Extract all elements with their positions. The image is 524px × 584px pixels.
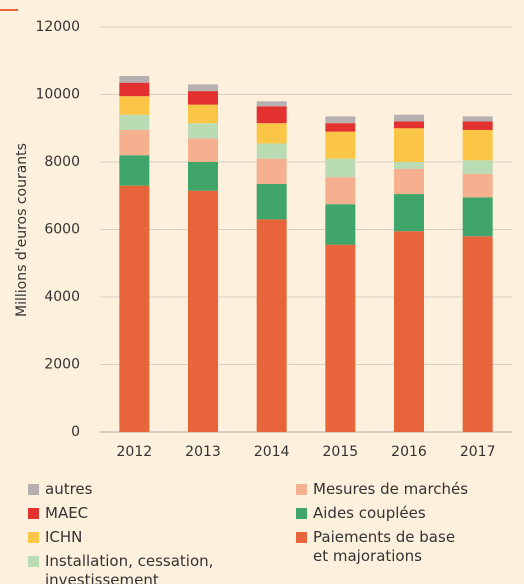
bar-segment: [256, 101, 287, 107]
bar-segment: [462, 236, 493, 432]
legend-label: ICHN: [45, 528, 83, 546]
legend-swatch: [28, 484, 39, 495]
legend-swatch: [296, 532, 307, 543]
bar-segment: [325, 204, 356, 245]
bar-segment: [462, 121, 493, 130]
bar-segment: [188, 91, 218, 105]
legend-swatch: [28, 508, 39, 519]
y-tick-label: 10000: [35, 87, 80, 103]
legend-label: Mesures de marchés: [313, 480, 469, 498]
bar-segment: [188, 104, 218, 124]
legend-swatch: [28, 532, 39, 543]
x-tick-label: 2017: [460, 444, 496, 460]
x-tick-label: 2015: [323, 444, 359, 460]
legend-item: Mesures de marchés: [296, 480, 513, 499]
bar-segment: [119, 114, 150, 130]
legend-label: Paiements de base et majorations: [313, 528, 456, 565]
bar-segment: [394, 114, 424, 122]
bar-segment: [119, 129, 150, 156]
bar-segment: [119, 96, 150, 115]
bar-segment: [325, 158, 356, 178]
legend-label: Installation, cessation, investissement: [45, 552, 214, 584]
y-tick-label: 8000: [44, 154, 80, 170]
bar-segment: [188, 84, 218, 92]
bar-segment: [256, 183, 287, 220]
legend-item: Aides couplées: [296, 504, 513, 523]
bar-segment: [394, 121, 424, 129]
bar-segment: [325, 177, 356, 205]
y-tick-label: 0: [71, 424, 80, 440]
bar-segment: [188, 123, 218, 139]
bar-segment: [394, 194, 424, 232]
bar-segment: [325, 131, 356, 159]
bar-segment: [119, 82, 150, 97]
y-tick-label: 2000: [44, 357, 80, 373]
legend-swatch: [296, 508, 307, 519]
x-tick-label: 2014: [254, 444, 290, 460]
legend-swatch: [28, 556, 39, 567]
bar-segment: [256, 106, 287, 124]
legend-swatch: [296, 484, 307, 495]
legend-item: Installation, cessation, investissement: [28, 552, 235, 584]
bar-segment: [325, 116, 356, 124]
y-tick-label: 6000: [44, 222, 80, 238]
bar-segment: [188, 162, 218, 191]
bar-segment: [394, 128, 424, 162]
y-tick-label: 4000: [44, 289, 80, 305]
bar-segment: [462, 116, 493, 122]
legend-item: MAEC: [28, 504, 245, 523]
x-tick-label: 2016: [391, 444, 427, 460]
y-axis-label: Millions d'euros courants: [14, 143, 30, 317]
legend-label: Aides couplées: [313, 504, 426, 522]
bar-segment: [462, 129, 493, 161]
bar-segment: [119, 75, 150, 83]
bar-segment: [325, 123, 356, 132]
bar-segment: [188, 138, 218, 162]
bar-segment: [462, 173, 493, 198]
x-tick-label: 2012: [117, 444, 153, 460]
bar-segment: [256, 143, 287, 159]
y-tick-label: 12000: [35, 19, 80, 35]
legend-item: autres: [28, 480, 245, 499]
bar-segment: [462, 197, 493, 237]
chart: Millions d'euros courants 0 2000 4000 6000 8…: [0, 9, 512, 460]
bar-segment: [119, 185, 150, 432]
bar-segment: [256, 158, 287, 184]
x-tick-label: 2013: [185, 444, 221, 460]
bar-segment: [256, 219, 287, 432]
bar-segment: [119, 155, 150, 186]
bar-segment: [462, 160, 493, 174]
bar-segment: [394, 168, 424, 195]
bar-segment: [325, 244, 356, 432]
legend-item: Paiements de base et majorations: [296, 528, 473, 566]
legend-label: MAEC: [45, 504, 89, 522]
bar-segment: [394, 231, 424, 432]
legend-label: autres: [45, 480, 93, 498]
bar-segment: [256, 123, 287, 144]
bar-segment: [394, 162, 424, 169]
legend-item: ICHN: [28, 528, 245, 547]
bar-segment: [188, 190, 218, 432]
